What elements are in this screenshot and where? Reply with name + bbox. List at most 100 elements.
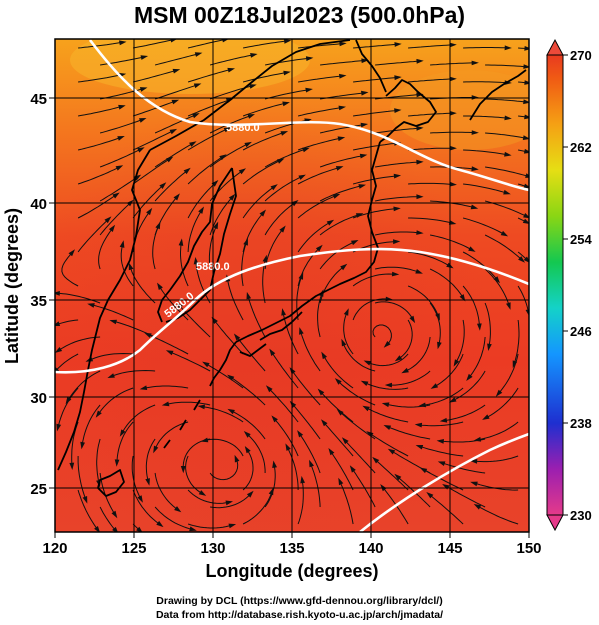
streamline	[407, 285, 439, 318]
streamline-arrowhead	[338, 477, 344, 486]
streamline	[343, 311, 354, 355]
streamline	[154, 84, 198, 100]
streamline-arrowhead	[213, 221, 219, 230]
streamline-arrowhead	[202, 361, 210, 368]
streamline	[55, 353, 79, 372]
streamline	[484, 234, 523, 261]
streamline	[319, 155, 364, 168]
streamline	[242, 159, 282, 185]
streamline	[152, 225, 160, 270]
streamline	[132, 158, 171, 185]
streamline	[485, 387, 519, 419]
streamline	[365, 407, 409, 423]
streamline-arrowhead	[153, 445, 159, 454]
streamline-arrowhead	[189, 141, 197, 147]
streamline-arrowhead	[361, 58, 369, 64]
streamline	[204, 438, 244, 457]
streamline-arrowhead	[119, 240, 125, 248]
streamline	[209, 114, 252, 134]
streamline-arrowhead	[104, 216, 112, 224]
streamline-arrowhead	[470, 459, 478, 464]
streamline	[351, 468, 376, 508]
streamline-arrowhead	[165, 350, 174, 356]
streamline-arrowhead	[194, 52, 203, 57]
streamline-arrowhead	[418, 402, 426, 408]
streamline-arrowhead	[178, 238, 184, 246]
streamline	[77, 218, 109, 253]
streamline	[485, 166, 529, 177]
streamline-arrowhead	[309, 459, 314, 468]
streamline-arrowhead	[416, 159, 424, 165]
streamline	[154, 169, 188, 202]
streamline	[408, 182, 453, 185]
streamline-arrowhead	[137, 495, 143, 503]
streamline-arrowhead	[161, 401, 170, 407]
streamline-arrowhead	[383, 341, 391, 348]
streamline	[339, 411, 376, 440]
streamline-arrowhead	[174, 506, 182, 513]
streamline-arrowhead	[82, 496, 88, 504]
streamline-arrowhead	[305, 56, 314, 61]
streamline	[242, 212, 264, 253]
streamline-arrowhead	[176, 301, 183, 309]
streamline-arrowhead	[473, 504, 482, 510]
streamline-arrowhead	[363, 360, 372, 366]
streamline-arrowhead	[139, 118, 147, 123]
streamline-arrowhead	[332, 193, 341, 199]
streamline	[230, 410, 266, 440]
streamline	[517, 285, 529, 313]
streamline-arrowhead	[360, 122, 369, 128]
streamline-arrowhead	[277, 158, 285, 164]
streamline	[209, 54, 254, 66]
streamline-arrowhead	[449, 145, 457, 151]
streamline	[485, 132, 527, 139]
streamline-arrowhead	[280, 131, 289, 136]
streamline	[485, 64, 527, 68]
streamline	[408, 112, 453, 117]
streamline-arrowhead	[193, 83, 202, 89]
streamline	[78, 105, 123, 117]
streamline-arrowhead	[449, 181, 457, 187]
streamline-arrowhead	[271, 415, 278, 423]
colorbar-tick-label: 254	[570, 232, 592, 247]
streamline-arrowhead	[416, 126, 424, 131]
streamline-arrowhead	[366, 431, 374, 438]
streamline	[473, 455, 519, 463]
streamline-arrowhead	[117, 136, 125, 141]
streamline-arrowhead	[523, 183, 529, 189]
streamline-arrowhead	[523, 256, 529, 263]
streamline-arrowhead	[144, 332, 152, 338]
streamline-arrowhead	[523, 213, 529, 219]
streamline	[300, 330, 321, 372]
streamline-arrowhead	[335, 166, 344, 171]
streamline-arrowhead	[298, 174, 306, 180]
streamline	[99, 176, 139, 202]
streamline	[323, 421, 354, 457]
streamline	[213, 319, 244, 355]
streamline	[56, 292, 101, 304]
streamline	[441, 462, 486, 474]
streamline-arrowhead	[334, 378, 342, 385]
streamline-arrowhead	[55, 347, 63, 353]
streamline	[264, 175, 303, 202]
credit-drawing: Drawing by DCL (https://www.gfd-dennou.o…	[156, 595, 443, 607]
streamline	[396, 476, 431, 508]
streamline	[423, 469, 464, 491]
streamline-arrowhead	[482, 414, 490, 420]
streamline	[61, 252, 79, 287]
streamline	[121, 404, 156, 434]
streamline	[319, 185, 363, 202]
streamline-arrowhead	[523, 148, 529, 154]
streamline	[319, 214, 360, 236]
streamline	[154, 114, 197, 134]
streamline-arrowhead	[111, 510, 118, 519]
streamline	[236, 336, 266, 372]
streamline-arrowhead	[289, 367, 296, 375]
streamline-arrowhead	[449, 42, 457, 48]
streamline-arrowhead	[137, 147, 145, 153]
streamline	[154, 472, 179, 511]
streamline-arrowhead	[234, 454, 240, 463]
streamline-arrowhead	[317, 388, 325, 396]
streamline-arrowhead	[192, 113, 200, 119]
streamline	[455, 319, 465, 364]
